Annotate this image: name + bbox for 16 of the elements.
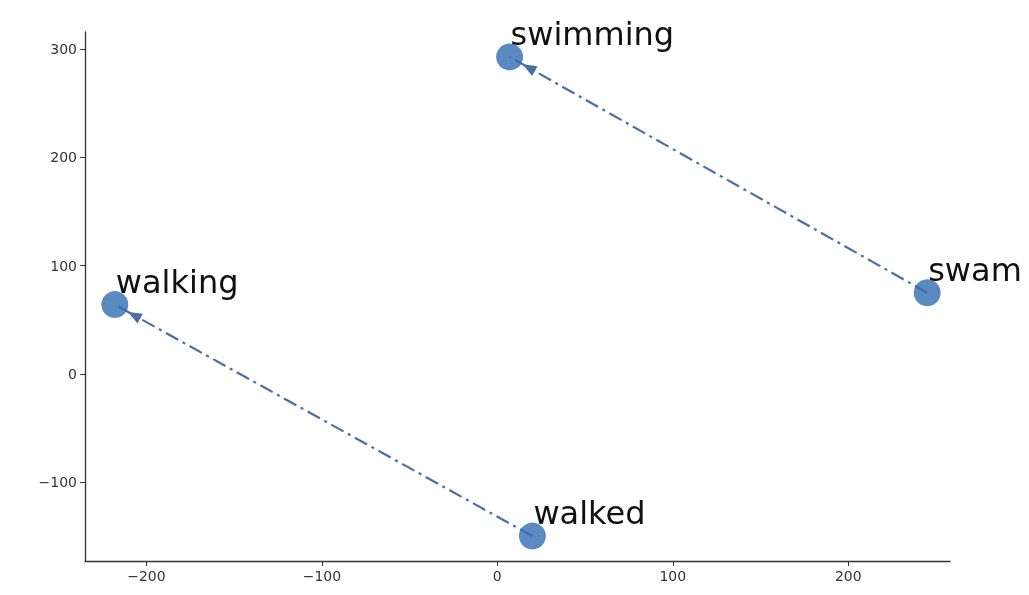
annotation: swam (928, 250, 1022, 289)
point (518, 522, 546, 550)
point (913, 279, 941, 307)
annotation: walking (115, 262, 239, 301)
x-tick-label: 200 (834, 568, 862, 584)
y-tick-label: 200 (50, 149, 77, 166)
annotation: walked (533, 494, 646, 533)
x-tick-label: 100 (659, 568, 687, 584)
y-tick-label: 300 (50, 41, 77, 58)
y-tick-label: 100 (50, 257, 77, 274)
x-tick-label: −100 (302, 568, 342, 584)
y-tick-label: 0 (68, 365, 77, 382)
y-tick-label: −100 (38, 474, 77, 491)
x-tick-label: 0 (492, 568, 502, 584)
x-tick-label: −200 (127, 568, 166, 584)
annotation: swimming (510, 14, 675, 53)
